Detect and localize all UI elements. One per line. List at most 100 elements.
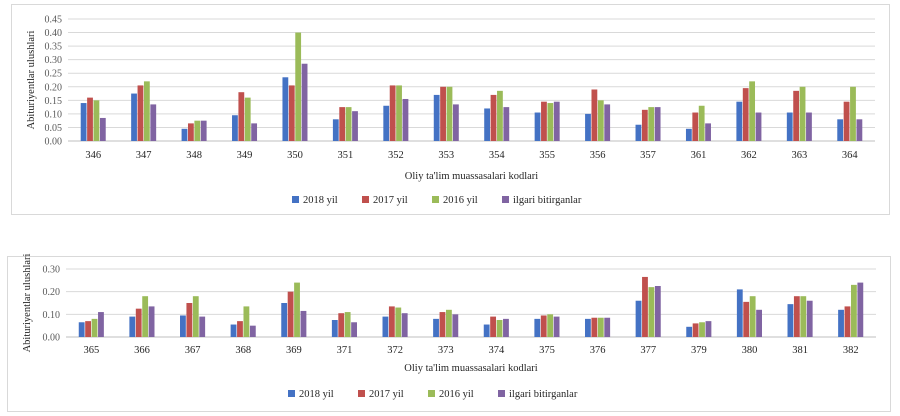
bar	[137, 85, 144, 141]
bar	[186, 303, 193, 337]
bar	[78, 322, 85, 337]
x-category-label: 375	[539, 345, 555, 356]
bar	[238, 92, 245, 141]
x-category-label: 364	[842, 150, 859, 161]
y-tick-label: 0.15	[45, 96, 63, 107]
x-category-label: 368	[235, 345, 251, 356]
bar	[585, 318, 591, 337]
y-axis-title: Abituriyentlar ulushlari	[22, 253, 33, 352]
legend-label: 2017 yil	[373, 195, 408, 206]
bar	[497, 90, 503, 141]
bar	[288, 85, 295, 141]
y-tick-label: 0.10	[45, 109, 63, 120]
bar	[382, 316, 389, 337]
y-tick-label: 0.45	[45, 15, 63, 26]
legend-label: 2018 yil	[299, 389, 334, 400]
y-tick-label: 0.20	[43, 287, 61, 298]
bar	[331, 320, 338, 337]
x-category-label: 377	[640, 345, 656, 356]
bar	[749, 296, 756, 337]
bar	[597, 100, 604, 141]
bar-chart-bottom: 0.00 0.10 0.20 0.30 365 366 367 368 369 371 372 373…	[7, 253, 891, 412]
bar	[129, 316, 136, 337]
bar	[685, 128, 692, 141]
bar	[686, 326, 693, 337]
bar	[295, 32, 302, 141]
bar	[187, 123, 194, 141]
bar	[389, 85, 396, 141]
bar	[150, 104, 157, 141]
x-category-label: 381	[792, 345, 808, 356]
bar	[705, 321, 712, 337]
bar	[300, 310, 307, 337]
bar	[786, 112, 793, 141]
x-category-label: 349	[237, 150, 253, 161]
x-category-label: 376	[590, 345, 606, 356]
x-category-label: 369	[286, 345, 302, 356]
y-tick-label: 0.20	[45, 82, 63, 93]
bar	[351, 322, 357, 337]
bar	[635, 300, 642, 337]
bar	[591, 317, 598, 337]
bar	[237, 321, 243, 337]
bar	[654, 286, 661, 337]
bar	[282, 77, 289, 141]
bar	[541, 101, 547, 141]
bar	[844, 306, 851, 337]
bar	[131, 93, 137, 141]
bar	[148, 306, 155, 337]
bar	[180, 315, 186, 337]
bar	[281, 303, 288, 337]
bar	[699, 322, 705, 337]
bar	[352, 111, 358, 141]
bar	[383, 105, 390, 141]
bar	[857, 282, 864, 337]
legend-swatch	[432, 196, 439, 203]
x-category-label: 354	[489, 150, 506, 161]
bar	[199, 316, 206, 337]
bar	[806, 300, 813, 337]
bar	[244, 97, 251, 141]
bar	[503, 318, 509, 337]
y-tick-label: 0.25	[45, 69, 63, 80]
bar	[251, 123, 258, 141]
bar	[534, 112, 541, 141]
bar	[705, 123, 711, 141]
bar	[80, 103, 87, 141]
x-category-label: 352	[388, 150, 404, 161]
x-category-label: 367	[185, 345, 201, 356]
legend-label: 2018 yil	[303, 195, 338, 206]
bar	[345, 107, 352, 141]
bar	[553, 101, 560, 141]
legend-swatch	[362, 196, 369, 203]
bar	[344, 312, 351, 337]
bar	[142, 296, 149, 337]
y-tick-label: 0.00	[45, 137, 63, 148]
bar	[755, 112, 762, 141]
x-category-label: 373	[438, 345, 454, 356]
bar	[433, 318, 439, 337]
bar	[648, 107, 655, 141]
x-category-label: 363	[791, 150, 807, 161]
bar	[856, 119, 863, 141]
bar	[85, 321, 92, 337]
legend-label: ilgari bitirganlar	[509, 389, 578, 400]
bar	[395, 307, 402, 337]
bar	[249, 325, 256, 337]
y-tick-label: 0.00	[43, 333, 61, 344]
bar	[553, 316, 560, 337]
bar	[534, 318, 541, 337]
x-category-label: 357	[640, 150, 656, 161]
legend-swatch	[428, 390, 435, 397]
legend-label: 2017 yil	[369, 389, 404, 400]
bar	[540, 315, 547, 337]
x-category-label: 379	[691, 345, 707, 356]
y-tick-label: 0.30	[45, 55, 63, 66]
bar	[604, 104, 611, 141]
bar	[452, 314, 459, 337]
x-category-label: 350	[287, 150, 303, 161]
bar	[736, 289, 743, 337]
bar	[287, 291, 294, 337]
bar	[200, 120, 207, 141]
x-category-label: 371	[337, 345, 353, 356]
